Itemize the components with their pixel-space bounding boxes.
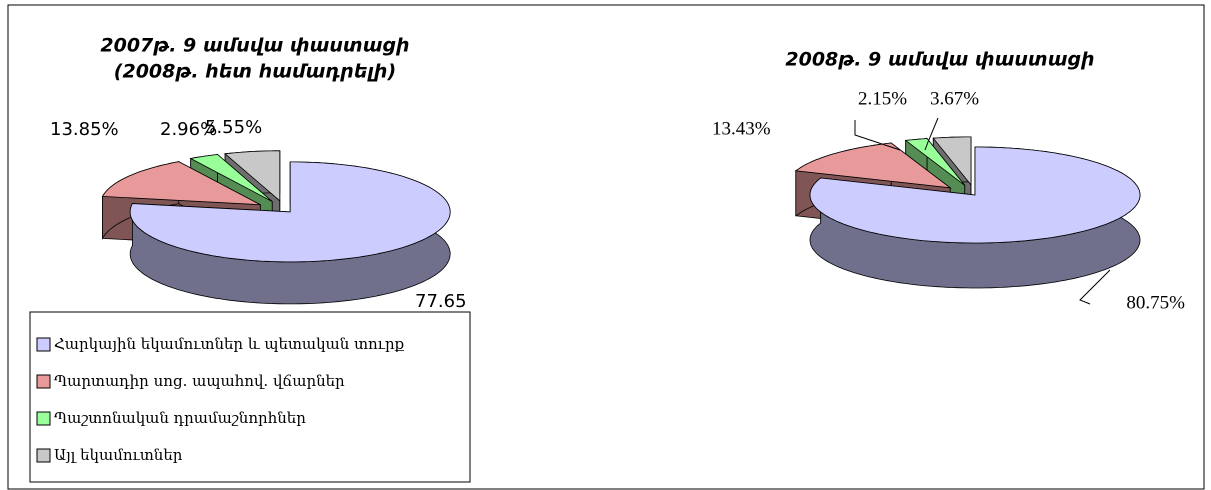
leader-line <box>1079 269 1111 305</box>
chart-title: 2008թ. 9 ամսվա փաստացի <box>785 49 1094 71</box>
data-label: 80.75% <box>1126 292 1185 313</box>
legend-label: Պարտադիր սոց. ապահով. վճարներ <box>54 372 345 390</box>
frame <box>7 4 1205 490</box>
slice <box>932 136 972 187</box>
data-label: 13.43% <box>712 118 771 139</box>
data-label: 5.55% <box>205 117 262 138</box>
data-label: 77.65 <box>415 291 467 312</box>
slice <box>129 161 451 263</box>
slice <box>224 150 281 202</box>
legend-label: Այլ եկամուտներ <box>54 446 183 464</box>
leader-line <box>854 120 901 151</box>
data-label: 2.15% <box>858 88 907 109</box>
slice <box>101 161 261 206</box>
legend-label: Հարկային եկամուտներ և պետական տուրք <box>54 335 405 353</box>
legend-box <box>29 311 471 483</box>
slice <box>189 154 273 202</box>
data-label: 3.67% <box>930 88 979 109</box>
chart-title: 2007թ. 9 ամսվա փաստացի <box>100 35 409 57</box>
legend-swatch <box>36 337 51 352</box>
chart-subtitle: (2008թ. հետ համադրելի) <box>114 61 396 83</box>
slice <box>794 142 952 189</box>
legend-swatch <box>36 374 51 389</box>
slice <box>809 146 1141 244</box>
slice <box>904 138 966 186</box>
legend-label: Պաշտոնական դրամաշնորհներ <box>54 409 306 427</box>
legend-swatch <box>36 411 51 426</box>
data-label: 2.96% <box>160 119 217 140</box>
data-label: 13.85% <box>50 119 119 140</box>
legend-swatch <box>36 448 51 463</box>
leader-line <box>924 117 939 151</box>
